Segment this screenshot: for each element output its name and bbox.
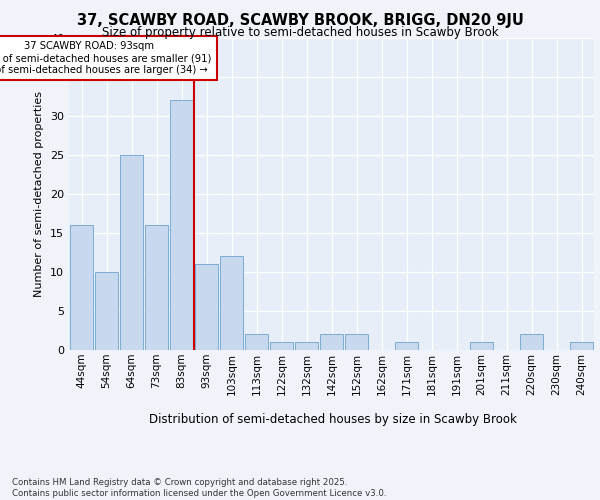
Text: 37 SCAWBY ROAD: 93sqm
← 69% of semi-detached houses are smaller (91)
26% of semi: 37 SCAWBY ROAD: 93sqm ← 69% of semi-deta…	[0, 42, 212, 74]
Bar	[195, 264, 218, 350]
Text: 37, SCAWBY ROAD, SCAWBY BROOK, BRIGG, DN20 9JU: 37, SCAWBY ROAD, SCAWBY BROOK, BRIGG, DN…	[77, 12, 523, 28]
Bar	[245, 334, 268, 350]
Text: Size of property relative to semi-detached houses in Scawby Brook: Size of property relative to semi-detach…	[101, 26, 499, 39]
Bar	[395, 342, 418, 350]
Bar	[170, 100, 193, 350]
Text: Distribution of semi-detached houses by size in Scawby Brook: Distribution of semi-detached houses by …	[149, 412, 517, 426]
Bar	[120, 154, 143, 350]
Bar	[220, 256, 243, 350]
Bar	[295, 342, 318, 350]
Bar	[345, 334, 368, 350]
Bar	[320, 334, 343, 350]
Bar	[95, 272, 118, 350]
Bar	[145, 225, 168, 350]
Bar	[570, 342, 593, 350]
Y-axis label: Number of semi-detached properties: Number of semi-detached properties	[34, 91, 44, 296]
Bar	[470, 342, 493, 350]
Bar	[70, 225, 93, 350]
Bar	[520, 334, 543, 350]
Text: Contains HM Land Registry data © Crown copyright and database right 2025.
Contai: Contains HM Land Registry data © Crown c…	[12, 478, 386, 498]
Bar	[270, 342, 293, 350]
